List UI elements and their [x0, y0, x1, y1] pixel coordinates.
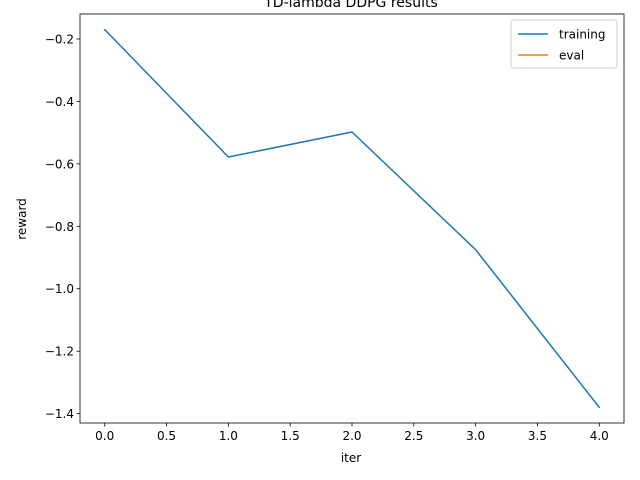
y-tick-label: −0.8 — [45, 220, 74, 234]
x-tick-label: 1.5 — [281, 429, 300, 443]
data-point — [598, 406, 601, 409]
x-axis-title: iter — [341, 451, 361, 465]
x-tick-label: 4.0 — [590, 429, 609, 443]
x-tick-label: 3.0 — [466, 429, 485, 443]
y-axis-title: reward — [15, 198, 29, 240]
y-tick-label: −1.4 — [45, 407, 74, 421]
legend-box — [510, 19, 618, 69]
plot-area — [103, 28, 601, 409]
y-tick-label: −0.6 — [45, 157, 74, 171]
data-point — [474, 248, 477, 251]
data-point — [227, 156, 230, 158]
x-tick-label: 0.0 — [95, 429, 114, 443]
axes-frame — [79, 13, 625, 424]
y-tick-label: −1.0 — [45, 282, 74, 296]
x-tick-label: 0.5 — [157, 429, 176, 443]
y-tick-label: −0.4 — [45, 95, 74, 109]
data-point — [103, 28, 106, 31]
axis-ticks: 0.0 0.5 1.0 1.5 2.0 2.5 3.0 3.5 4.0 −0.2 −0.4 −0.6 −… — [45, 32, 609, 443]
data-point — [351, 131, 353, 133]
legend: training eval — [510, 19, 618, 69]
x-tick-label: 2.5 — [404, 429, 423, 443]
y-tick-label: −1.2 — [45, 345, 74, 359]
x-tick-label: 3.5 — [528, 429, 547, 443]
legend-label-eval: eval — [559, 49, 584, 63]
x-tick-label: 1.0 — [219, 429, 238, 443]
y-tick-label: −0.2 — [45, 32, 74, 46]
x-tick-label: 2.0 — [342, 429, 361, 443]
legend-label-training: training — [559, 28, 606, 42]
chart-title: TD-lambda DDPG results — [263, 0, 438, 11]
